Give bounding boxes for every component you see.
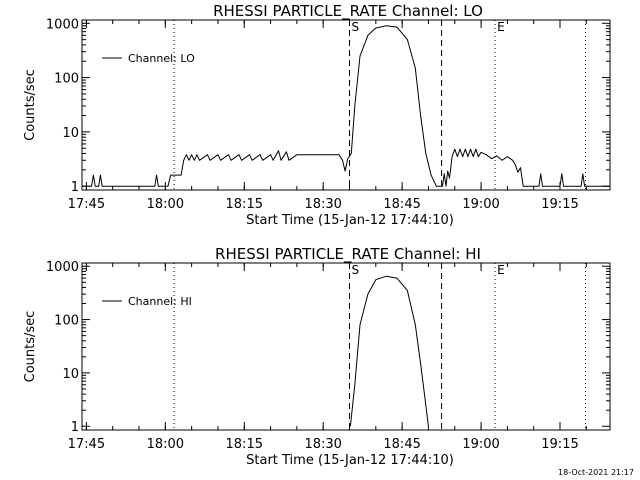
legend-label: Channel: LO — [128, 52, 195, 65]
y-tick-label: 100 — [54, 314, 79, 329]
marker-label: E — [497, 20, 505, 34]
x-tick-label: 19:15 — [541, 197, 578, 212]
chart-title: RHESSI PARTICLE_RATE Channel: LO — [213, 2, 483, 21]
y-axis-label: Counts/sec — [23, 69, 38, 141]
x-tick-label: 17:45 — [68, 197, 105, 212]
y-tick-label: 1 — [71, 180, 79, 195]
y-tick-label: 100 — [54, 72, 79, 87]
x-tick-label: 19:00 — [462, 197, 499, 212]
plot-frame — [81, 262, 611, 431]
chart-title: RHESSI PARTICLE_RATE Channel: HI — [215, 245, 481, 264]
x-axis-label: Start Time (15-Jan-12 17:44:10) — [246, 453, 454, 468]
x-tick-label: 18:45 — [383, 197, 420, 212]
y-tick-label: 1000 — [46, 17, 79, 32]
legend-label: Channel: HI — [128, 295, 192, 308]
x-tick-label: 18:30 — [304, 197, 341, 212]
y-axis-label: Counts/sec — [23, 311, 38, 383]
y-tick-label: 10 — [62, 367, 79, 382]
chart-panel-1: RHESSI PARTICLE_RATE Channel: HI Counts/s… — [23, 245, 611, 468]
series-line-0 — [349, 275, 429, 427]
chart-panel-0: RHESSI PARTICLE_RATE Channel: LO Counts/s… — [23, 2, 611, 228]
plot-frame — [81, 19, 611, 191]
timestamp-label: 18-Oct-2021 21:17 — [558, 468, 634, 477]
marker-label: S — [352, 263, 360, 277]
x-tick-label: 18:15 — [226, 437, 263, 452]
series-line-0 — [82, 25, 610, 187]
x-tick-label: 18:00 — [147, 197, 184, 212]
marker-label: S — [352, 20, 360, 34]
marker-label: E — [497, 263, 505, 277]
x-tick-label: 18:15 — [226, 197, 263, 212]
x-tick-label: 19:15 — [541, 437, 578, 452]
x-tick-label: 18:45 — [383, 437, 420, 452]
x-tick-label: 18:00 — [147, 437, 184, 452]
y-tick-label: 1 — [71, 420, 79, 435]
x-axis-label: Start Time (15-Jan-12 17:44:10) — [246, 213, 454, 228]
x-tick-label: 17:45 — [68, 437, 105, 452]
y-tick-label: 10 — [62, 126, 79, 141]
x-tick-label: 19:00 — [462, 437, 499, 452]
x-tick-label: 18:30 — [304, 437, 341, 452]
y-tick-label: 1000 — [46, 260, 79, 275]
